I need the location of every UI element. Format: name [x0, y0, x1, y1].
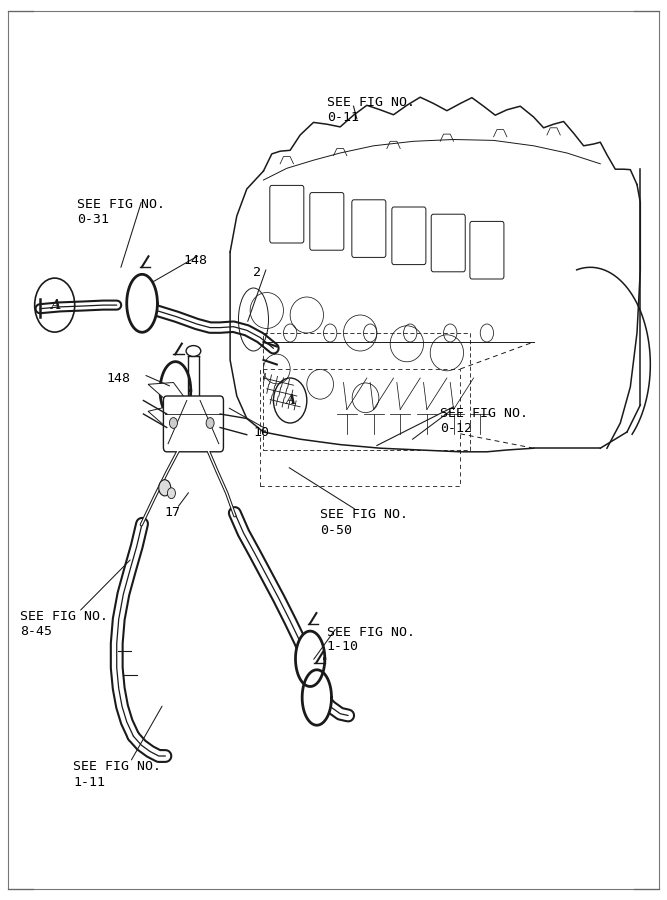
Polygon shape [148, 382, 193, 411]
Text: 2: 2 [253, 266, 261, 278]
Text: A: A [285, 394, 295, 407]
Text: 17: 17 [165, 506, 181, 518]
Text: SEE FIG NO.
1-10: SEE FIG NO. 1-10 [327, 626, 415, 653]
Text: SEE FIG NO.
0-12: SEE FIG NO. 0-12 [440, 407, 528, 435]
Bar [260, 369, 460, 486]
Polygon shape [160, 362, 191, 419]
FancyBboxPatch shape [163, 396, 223, 452]
Circle shape [159, 480, 171, 496]
Text: SEE FIG NO.
0-50: SEE FIG NO. 0-50 [320, 508, 408, 536]
Polygon shape [302, 670, 331, 725]
Text: SEE FIG NO.
1-11: SEE FIG NO. 1-11 [73, 760, 161, 788]
Circle shape [169, 418, 177, 428]
Text: 148: 148 [183, 254, 207, 266]
Circle shape [167, 488, 175, 499]
Polygon shape [148, 407, 197, 438]
Text: 10: 10 [253, 426, 269, 438]
Text: A: A [49, 299, 60, 311]
Bar [263, 333, 470, 450]
Polygon shape [295, 631, 325, 687]
Ellipse shape [186, 346, 201, 356]
Polygon shape [127, 274, 157, 332]
Text: SEE FIG NO.
0-11: SEE FIG NO. 0-11 [327, 96, 415, 124]
Text: 148: 148 [107, 372, 131, 384]
Text: SEE FIG NO.
8-45: SEE FIG NO. 8-45 [20, 610, 108, 638]
Text: SEE FIG NO.
0-31: SEE FIG NO. 0-31 [77, 198, 165, 226]
Circle shape [206, 418, 214, 428]
